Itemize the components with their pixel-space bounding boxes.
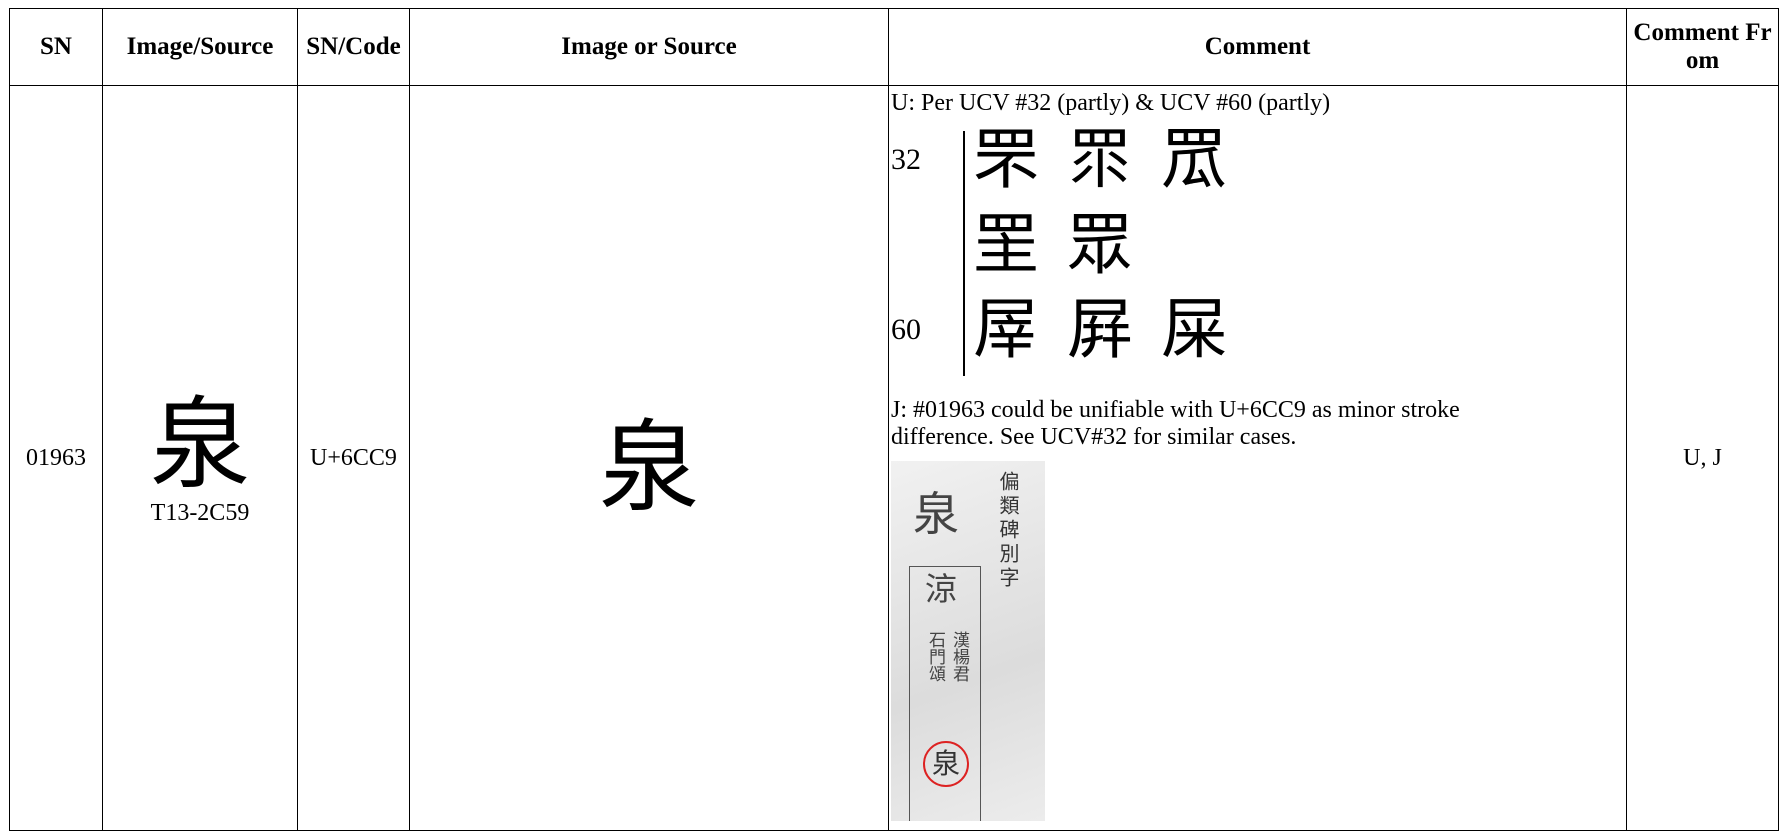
figure-row: 60 屖屛屎 bbox=[891, 289, 1245, 369]
rubbing-circled: 泉 bbox=[923, 741, 969, 787]
comment-cell: U: Per UCV #32 (partly) & UCV #60 (partl… bbox=[888, 85, 1627, 831]
rubbing-heading: 偏類碑別字 bbox=[996, 471, 1020, 591]
j-comment: J: #01963 could be unifiable with U+6CC9… bbox=[891, 397, 1460, 450]
comment-table: SN Image/Source SN/Code Image or Source … bbox=[9, 8, 1779, 831]
figure-rule bbox=[963, 131, 965, 376]
figure-row: 32 罘眔罛 bbox=[891, 119, 1245, 199]
header-cell: Image or Source bbox=[409, 8, 889, 86]
figure-glyph: 眾 bbox=[1067, 205, 1133, 283]
code-cell: U+6CC9 bbox=[297, 85, 410, 831]
from-cell: U, J bbox=[1626, 85, 1779, 831]
image-glyph: 泉 bbox=[599, 408, 699, 526]
figure-glyph: 屛 bbox=[1067, 290, 1133, 368]
figure-glyph: 罛 bbox=[1161, 120, 1227, 198]
figure-label: 60 bbox=[891, 312, 921, 346]
u-comment: U: Per UCV #32 (partly) & UCV #60 (partl… bbox=[891, 90, 1331, 116]
sn-cell: 01963 bbox=[9, 85, 103, 831]
rubbing-variant: 涼 bbox=[925, 570, 958, 608]
rubbing-source: 漢楊君 bbox=[949, 631, 969, 682]
image-cell: 泉 bbox=[409, 85, 889, 831]
header-cell: Comment From bbox=[1626, 8, 1779, 86]
rubbing-main: 泉 bbox=[913, 487, 959, 541]
body-row: 01963 泉 T13-2C59 U+6CC9 泉 U: Per UCV #32… bbox=[9, 85, 1779, 831]
figure-glyph: 眔 bbox=[1067, 120, 1133, 198]
source-cell: 泉 T13-2C59 bbox=[102, 85, 298, 831]
header-cell: Image/Source bbox=[102, 8, 298, 86]
source-code: T13-2C59 bbox=[150, 499, 250, 526]
figure-glyph: 罜 bbox=[973, 205, 1039, 283]
figure-glyph: 屎 bbox=[1161, 290, 1227, 368]
header-cell: SN/Code bbox=[297, 8, 410, 86]
rubbing-frame bbox=[909, 566, 981, 821]
figure-glyph: 罘 bbox=[973, 120, 1039, 198]
rubbing-image: 偏類碑別字 泉 涼 漢楊君 石門頌 泉 bbox=[891, 461, 1045, 821]
figure-glyph: 屖 bbox=[973, 290, 1039, 368]
figure-label: 32 bbox=[891, 142, 921, 176]
figure-row: 罜眾 bbox=[891, 204, 1151, 284]
header-cell: Comment bbox=[888, 8, 1627, 86]
source-glyph: 泉 bbox=[150, 385, 250, 503]
rubbing-source: 石門頌 bbox=[925, 631, 945, 682]
header-cell: SN bbox=[9, 8, 103, 86]
ucv-figure: 32 罘眔罛罜眾 60 屖屛屎 bbox=[891, 119, 1624, 389]
header-row: SN Image/Source SN/Code Image or Source … bbox=[9, 8, 1779, 86]
